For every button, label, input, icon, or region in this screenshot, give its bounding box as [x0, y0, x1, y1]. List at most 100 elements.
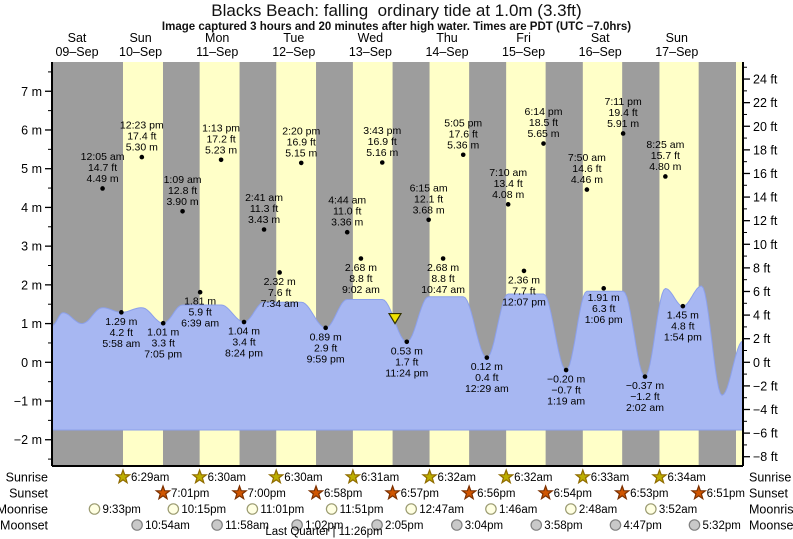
low-tide-annotation: 6.3 ft — [592, 303, 615, 315]
low-tide-annotation: 7.7 ft — [512, 285, 535, 297]
high-tide-annotation: 12:23 pm — [120, 120, 164, 132]
moonrise-time: 11:01pm — [260, 504, 304, 516]
low-tide-annotation: 1.91 m — [588, 292, 620, 304]
moonset-time: 5:32pm — [702, 520, 740, 532]
low-tide-annotation: −1.2 ft — [630, 391, 660, 403]
high-tide-annotation: 2:20 pm — [282, 125, 320, 137]
low-tide-annotation: 7:34 am — [261, 298, 299, 310]
low-tide-annotation: 2.68 m — [345, 262, 377, 274]
y-axis-label-right: 8 ft — [753, 261, 771, 275]
day-label: Tue — [283, 31, 304, 45]
low-tide-annotation: 10:47 am — [421, 284, 465, 296]
sunset-row-label: Sunset — [9, 487, 48, 501]
moonset-time: 2:05pm — [385, 520, 423, 532]
y-axis-label-right: 18 ft — [753, 143, 778, 157]
high-tide-annotation: 14.6 ft — [572, 163, 601, 175]
sunset-time: 6:51pm — [707, 488, 745, 500]
high-tide-annotation: 6:14 pm — [525, 106, 563, 118]
low-tide-annotation: −0.37 m — [626, 380, 664, 392]
day-label: Thu — [436, 31, 458, 45]
tide-event-dot — [521, 268, 527, 274]
high-tide-annotation: 4.46 m — [571, 174, 603, 186]
tide-event-dot — [505, 202, 511, 207]
sunset-time: 7:00pm — [248, 488, 286, 500]
moonset-time: 4:47pm — [623, 520, 661, 532]
low-tide-annotation: 1:06 pm — [585, 314, 623, 326]
sunrise-icon — [421, 468, 438, 485]
tide-event-dot — [460, 152, 466, 158]
high-tide-annotation: 17.4 ft — [127, 131, 156, 143]
high-tide-annotation: 12.8 ft — [168, 185, 197, 197]
sunset-icon — [613, 484, 631, 501]
moonset-icon — [371, 519, 383, 531]
tide-event-dot — [119, 310, 124, 315]
moonrise-icon — [325, 503, 338, 515]
moonset-icon — [530, 519, 543, 531]
low-tide-annotation: 2.36 m — [508, 274, 540, 286]
chart-subtitle: Image captured 3 hours and 20 minutes af… — [161, 21, 632, 33]
low-tide-annotation: 11:24 pm — [385, 367, 428, 379]
high-tide-annotation: 3.36 m — [331, 217, 363, 229]
tide-event-dot — [563, 367, 569, 373]
sunrise-row-label-right: Sunrise — [749, 471, 791, 485]
tide-event-dot — [139, 154, 145, 160]
sunset-icon — [231, 484, 248, 501]
day-date-label: 11–Sep — [196, 45, 238, 59]
low-tide-annotation: 8.8 ft — [431, 273, 454, 285]
tide-event-dot — [298, 160, 304, 166]
low-tide-annotation: −0.7 ft — [551, 385, 581, 397]
moonrise-time: 2:48am — [579, 504, 617, 516]
sunrise-time: 6:29am — [131, 472, 169, 484]
high-tide-annotation: 5.30 m — [126, 142, 158, 154]
day-label: Mon — [205, 31, 229, 45]
page-title: Blacks Beach: falling ordinary tide at 1… — [211, 1, 582, 20]
moonrise-icon — [565, 503, 577, 515]
low-tide-annotation: 12:07 pm — [502, 296, 546, 308]
tide-event-dot — [344, 229, 350, 235]
y-axis-label-right: 16 ft — [753, 167, 778, 181]
moonrise-time: 10:15pm — [181, 504, 226, 516]
y-axis-label-right: 12 ft — [753, 214, 778, 228]
sunset-time: 6:56pm — [477, 488, 515, 500]
low-tide-annotation: 0.12 m — [471, 361, 503, 373]
low-tide-annotation: 0.89 m — [310, 331, 342, 343]
high-tide-annotation: 4:44 am — [328, 195, 366, 207]
sunrise-time: 6:30am — [208, 472, 246, 484]
low-tide-annotation: 7.6 ft — [268, 287, 291, 299]
moonset-icon — [609, 519, 622, 531]
moonset-icon — [211, 519, 223, 531]
sunrise-time: 6:31am — [361, 472, 399, 484]
tide-event-dot — [642, 374, 648, 379]
y-axis-label-left: 0 m — [21, 356, 42, 370]
sunset-time: 6:58pm — [324, 488, 362, 500]
low-tide-annotation: 2.32 m — [264, 276, 296, 288]
sunset-icon — [154, 484, 172, 501]
moonset-time: 10:54am — [145, 520, 190, 532]
tide-event-dot — [601, 286, 607, 291]
high-tide-annotation: 3.43 m — [248, 214, 280, 226]
low-tide-annotation: 0.4 ft — [475, 372, 498, 384]
moonset-row-label: Moonset — [0, 519, 48, 533]
low-tide-annotation: 3.4 ft — [232, 337, 255, 349]
low-tide-annotation: 1.45 m — [667, 310, 699, 322]
sunset-icon — [537, 484, 554, 501]
sunrise-icon — [344, 468, 362, 485]
high-tide-annotation: 5.16 m — [366, 147, 398, 159]
tide-event-dot — [426, 217, 431, 223]
y-axis-label-left: 2 m — [21, 278, 42, 292]
moonset-icon — [688, 519, 701, 531]
day-label: Wed — [358, 31, 384, 45]
tide-event-dot — [404, 339, 410, 345]
high-tide-annotation: 5.23 m — [205, 144, 237, 156]
day-date-label: 10–Sep — [119, 45, 162, 59]
tide-event-dot — [620, 131, 626, 136]
low-tide-annotation: 1:54 pm — [664, 332, 702, 344]
sunrise-row-label: Sunrise — [6, 471, 48, 485]
y-axis-label-left: −1 m — [14, 395, 42, 409]
sunrise-time: 6:32am — [514, 472, 552, 484]
now-marker-icon — [387, 312, 403, 325]
y-axis-label-left: 6 m — [21, 123, 42, 137]
low-tide-annotation: 2.9 ft — [314, 342, 337, 354]
high-tide-annotation: 5.36 m — [447, 139, 479, 151]
y-axis-label-right: 20 ft — [753, 120, 778, 134]
